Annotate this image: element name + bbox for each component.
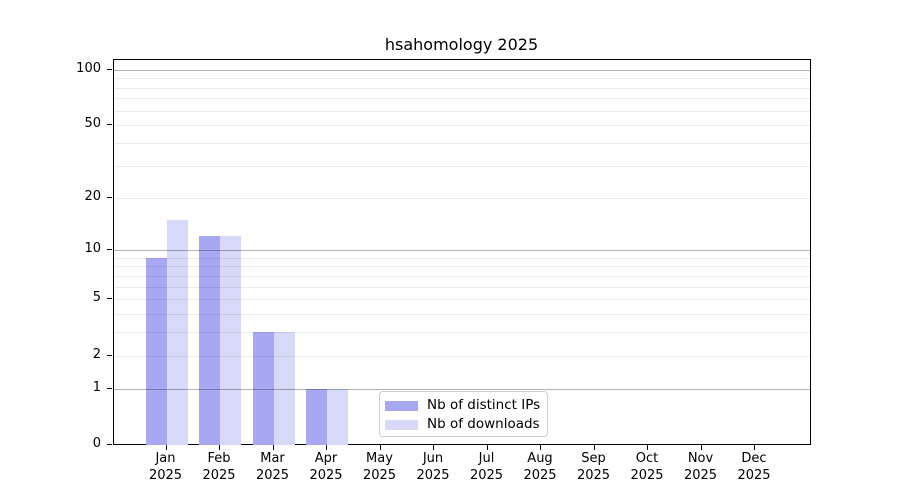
- y-tick-mark: [107, 68, 112, 70]
- x-tick-mark: [647, 445, 648, 450]
- y-tick-mark: [107, 387, 112, 389]
- x-tick-label: Aug 2025: [523, 451, 557, 483]
- x-tick-label: Jan 2025: [148, 451, 183, 483]
- x-tick-mark: [379, 445, 381, 450]
- legend-label: Nb of distinct IPs: [427, 397, 541, 413]
- bar-downloads: [166, 219, 188, 445]
- gridline-minor: [114, 355, 810, 357]
- gridline-minor: [114, 78, 810, 80]
- legend-swatch: [385, 419, 418, 430]
- y-tick-label: 5: [92, 290, 101, 306]
- x-tick-label: Feb 2025: [202, 451, 236, 483]
- y-tick-label: 50: [84, 116, 101, 132]
- y-tick-mark: [107, 249, 112, 251]
- y-tick-label: 1: [92, 379, 101, 395]
- plot-area: [113, 59, 811, 445]
- y-tick-mark: [107, 354, 112, 356]
- x-tick-label: Oct 2025: [630, 451, 664, 483]
- y-tick-mark: [107, 444, 112, 445]
- gridline-minor: [114, 165, 810, 167]
- x-tick-mark: [433, 445, 434, 450]
- legend-swatch: [385, 400, 418, 411]
- x-tick-mark: [165, 445, 167, 450]
- bar-distinct-ips: [145, 257, 167, 445]
- x-tick-label: Nov 2025: [683, 451, 718, 483]
- gridline-minor: [114, 314, 810, 316]
- bar-distinct-ips: [252, 332, 274, 445]
- x-tick-label: Sep 2025: [576, 451, 611, 483]
- gridline-minor: [114, 332, 810, 334]
- bar-distinct-ips: [199, 236, 220, 445]
- x-tick-label: Mar 2025: [255, 451, 290, 483]
- gridline-minor: [114, 197, 810, 199]
- y-tick-mark: [107, 196, 112, 198]
- gridline-minor: [114, 299, 810, 301]
- gridline-minor: [114, 275, 810, 277]
- x-tick-label: May 2025: [362, 451, 397, 483]
- y-tick-label: 0: [92, 436, 101, 451]
- x-tick-label: Jun 2025: [416, 451, 450, 483]
- bar-downloads: [220, 236, 241, 445]
- x-tick-mark: [700, 445, 702, 450]
- y-tick-label: 100: [76, 60, 101, 76]
- x-tick-mark: [219, 445, 220, 450]
- x-tick-mark: [272, 445, 274, 450]
- legend-item: Nb of distinct IPs: [385, 396, 547, 415]
- gridline-major: [114, 250, 810, 252]
- y-tick-label: 2: [92, 346, 101, 362]
- legend: Nb of distinct IPs Nb of downloads: [379, 391, 548, 437]
- bar-distinct-ips: [306, 388, 327, 445]
- y-tick-mark: [107, 124, 112, 126]
- gridline-minor: [114, 110, 810, 112]
- y-tick-mark: [107, 298, 112, 300]
- x-tick-label: Jul 2025: [469, 451, 504, 483]
- gridline-major: [114, 388, 810, 390]
- gridline-major: [114, 69, 810, 71]
- gridline-minor: [114, 125, 810, 127]
- x-tick-mark: [754, 445, 755, 450]
- y-tick-label: 10: [84, 241, 101, 257]
- gridline-minor: [114, 286, 810, 288]
- x-tick-mark: [326, 445, 327, 450]
- legend-label: Nb of downloads: [427, 416, 540, 432]
- gridline-minor: [114, 87, 810, 89]
- legend-item: Nb of downloads: [385, 415, 547, 434]
- bar-downloads: [273, 332, 295, 445]
- y-tick-label: 20: [84, 188, 101, 204]
- bar-downloads: [327, 388, 348, 445]
- gridline-minor: [114, 143, 810, 145]
- gridline-minor: [114, 257, 810, 259]
- x-tick-mark: [486, 445, 488, 450]
- x-tick-label: Apr 2025: [309, 451, 343, 483]
- chart-title: hsahomology 2025: [384, 35, 539, 54]
- x-tick-mark: [593, 445, 595, 450]
- gridline-minor: [114, 266, 810, 268]
- x-tick-label: Dec 2025: [737, 451, 771, 483]
- gridline-minor: [114, 98, 810, 100]
- x-tick-mark: [540, 445, 541, 450]
